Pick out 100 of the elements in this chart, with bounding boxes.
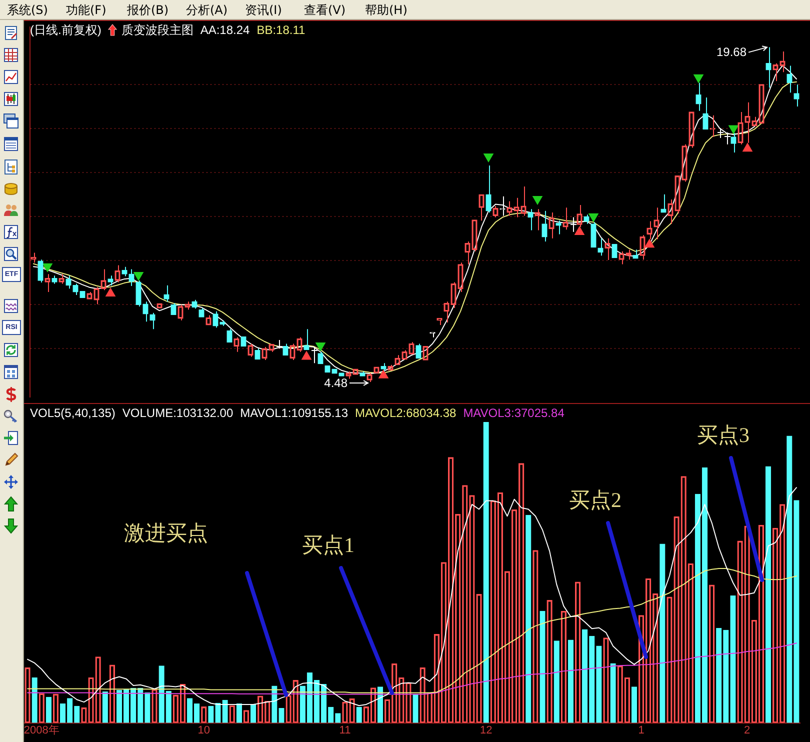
bar — [102, 691, 108, 723]
point — [302, 351, 312, 360]
candlestick — [556, 220, 562, 235]
text: 报价(B) — [127, 3, 169, 17]
candlestick — [164, 284, 170, 302]
candlestick — [598, 238, 604, 256]
point — [532, 196, 542, 205]
bar — [723, 630, 729, 723]
bar — [215, 702, 221, 723]
bar — [730, 596, 736, 723]
candlestick — [528, 208, 534, 231]
bar — [526, 514, 532, 723]
candlestick — [702, 96, 708, 130]
bar — [158, 666, 164, 723]
point — [134, 272, 144, 280]
bar — [786, 436, 792, 723]
candlestick — [128, 268, 134, 286]
x-tick-label: 1 — [638, 724, 644, 736]
text: MAVOL1:109155.13 — [240, 406, 348, 420]
bar — [540, 610, 546, 723]
bar — [568, 640, 574, 723]
text: BB:18.11 — [256, 23, 306, 37]
bar — [144, 692, 150, 723]
candlestick — [724, 132, 731, 145]
bar — [278, 708, 284, 723]
candlestick — [338, 372, 344, 376]
text: 资讯(I) — [245, 3, 282, 17]
bar — [610, 663, 616, 723]
candlestick — [122, 266, 128, 277]
candlestick — [632, 249, 638, 259]
x-tick-label: 2 — [744, 724, 750, 736]
bar — [765, 466, 772, 723]
bar — [335, 713, 341, 723]
candlestick — [304, 328, 310, 350]
bar — [166, 690, 172, 723]
bar — [660, 544, 666, 723]
bar — [412, 694, 418, 723]
point — [574, 226, 584, 236]
bar — [60, 704, 66, 723]
candlestick — [311, 346, 318, 364]
bar — [356, 706, 362, 723]
candlestick — [542, 210, 548, 242]
candlestick — [794, 84, 800, 108]
bar — [716, 628, 722, 723]
bar — [130, 688, 136, 723]
annotation: 激进买点 — [124, 521, 208, 545]
candlestick — [766, 46, 772, 88]
candlestick — [660, 194, 666, 213]
candlestick — [730, 132, 736, 154]
candlestick — [584, 214, 590, 224]
annotation: 买点2 — [569, 488, 622, 512]
candlestick — [240, 336, 246, 347]
text: MAVOL3:37025.84 — [463, 406, 564, 420]
bar — [32, 677, 38, 723]
bar — [236, 704, 242, 723]
point — [728, 125, 738, 134]
x-tick-label: 11 — [339, 724, 351, 736]
bar — [328, 706, 334, 723]
candlestick — [170, 302, 176, 315]
candlestick — [710, 114, 716, 138]
text: 分析(A) — [186, 3, 228, 17]
point — [42, 263, 52, 272]
annotation: 19.68 — [716, 45, 746, 60]
point — [694, 74, 704, 83]
point — [588, 213, 598, 222]
candlestick — [282, 343, 288, 356]
annotation: 买点3 — [697, 423, 750, 447]
text: VOLUME:103132.00 — [122, 406, 234, 420]
text: 查看(V) — [304, 3, 346, 17]
chart-title: VOL5(5,40,135) — [30, 406, 116, 420]
candlestick — [142, 301, 148, 322]
bar — [631, 686, 638, 723]
annotation: 买点1 — [302, 533, 354, 557]
bar — [222, 700, 228, 723]
candlestick — [332, 368, 338, 374]
x-tick-label: 2008年 — [24, 724, 60, 736]
bar — [589, 636, 595, 723]
candlestick — [108, 275, 114, 286]
candlestick — [324, 365, 330, 373]
chart-subtitle: 质变波段主图 — [121, 23, 194, 37]
bar — [554, 640, 560, 723]
bar — [138, 688, 144, 723]
candlestick — [486, 165, 492, 213]
candlestick — [612, 244, 618, 258]
bar — [46, 696, 52, 723]
candlestick — [150, 312, 156, 330]
candlestick — [717, 128, 724, 138]
chart-title: (日线.前复权) — [30, 23, 102, 37]
candlestick — [80, 290, 86, 298]
bar — [208, 706, 214, 723]
point — [644, 239, 654, 248]
point — [484, 154, 494, 162]
text: 系统(S) — [7, 3, 48, 17]
point — [106, 288, 116, 296]
bar — [250, 704, 256, 723]
candlestick — [66, 275, 72, 290]
annotation: 4.48 — [324, 376, 348, 390]
bar — [74, 706, 80, 723]
text: AA:18.24 — [200, 23, 250, 37]
bar — [194, 704, 200, 723]
